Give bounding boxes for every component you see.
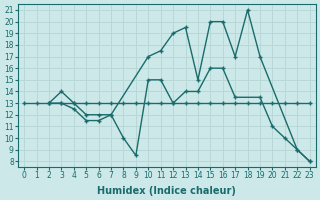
X-axis label: Humidex (Indice chaleur): Humidex (Indice chaleur) xyxy=(98,186,236,196)
